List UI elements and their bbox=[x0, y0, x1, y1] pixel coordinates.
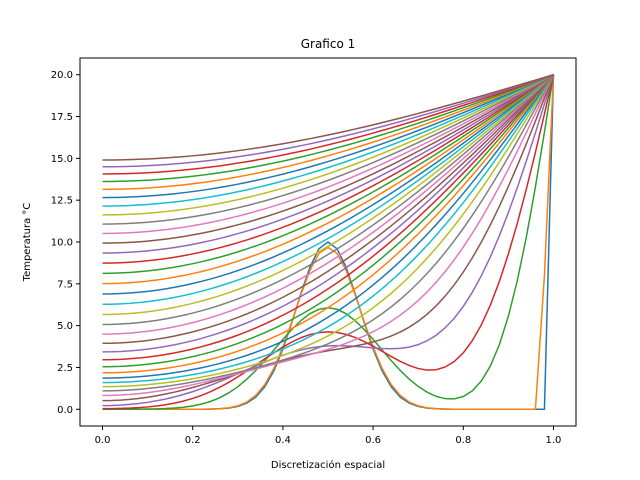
series-line bbox=[102, 74, 555, 397]
series-line bbox=[102, 74, 554, 191]
y-tick-label: 2.5 bbox=[57, 363, 73, 374]
x-tick-label: 0.8 bbox=[455, 435, 471, 446]
series-line bbox=[102, 74, 554, 216]
y-tick-label: 5.0 bbox=[57, 321, 73, 332]
series-line bbox=[102, 74, 555, 361]
series-line bbox=[102, 74, 554, 316]
series-line bbox=[102, 74, 554, 199]
x-axis-label: Discretización espacial bbox=[271, 459, 385, 471]
series-line bbox=[102, 74, 554, 235]
x-tick-label: 0.6 bbox=[365, 435, 381, 446]
series-line bbox=[102, 74, 555, 407]
chart-title: Grafico 1 bbox=[301, 37, 356, 51]
series-line bbox=[102, 74, 555, 374]
series-line bbox=[102, 74, 554, 161]
series-line bbox=[102, 74, 554, 254]
series-line bbox=[102, 74, 554, 183]
series-group bbox=[102, 74, 555, 411]
x-tick-label: 1.0 bbox=[546, 435, 562, 446]
x-tick-label: 0.2 bbox=[185, 435, 201, 446]
y-tick-label: 17.5 bbox=[51, 112, 73, 123]
series-line bbox=[102, 74, 554, 168]
series-line bbox=[102, 74, 554, 264]
y-tick-label: 0.0 bbox=[57, 405, 73, 416]
series-line bbox=[102, 74, 555, 384]
series-line bbox=[102, 74, 554, 295]
y-axis: 0.0 2.5 5.0 7.5 10.0 12.5 15.0 17.5 20.0 bbox=[51, 70, 80, 416]
y-tick-label: 12.5 bbox=[51, 196, 73, 207]
y-axis-label: Temperatura °C bbox=[22, 203, 33, 283]
series-line bbox=[102, 74, 554, 326]
y-tick-label: 15.0 bbox=[51, 154, 73, 165]
x-axis: 0.0 0.2 0.4 0.6 0.8 1.0 bbox=[95, 426, 562, 446]
series-line bbox=[102, 74, 555, 392]
y-tick-label: 10.0 bbox=[51, 238, 73, 249]
series-line bbox=[102, 74, 554, 285]
series-line bbox=[102, 74, 555, 411]
series-line bbox=[102, 74, 555, 388]
x-tick-label: 0.0 bbox=[95, 435, 111, 446]
series-line bbox=[102, 74, 554, 275]
series-line bbox=[102, 74, 555, 368]
y-tick-label: 20.0 bbox=[51, 70, 73, 81]
series-line bbox=[102, 74, 555, 411]
series-line bbox=[102, 74, 555, 402]
series-line bbox=[102, 74, 554, 244]
series-line bbox=[102, 74, 554, 345]
series-line bbox=[102, 74, 554, 175]
series-line bbox=[102, 74, 554, 207]
series-line bbox=[102, 74, 554, 335]
series-line bbox=[102, 74, 554, 306]
x-tick-label: 0.4 bbox=[275, 435, 291, 446]
y-tick-label: 7.5 bbox=[57, 279, 73, 290]
series-line bbox=[102, 74, 555, 410]
series-line bbox=[102, 74, 554, 353]
series-line bbox=[102, 74, 554, 225]
series-line bbox=[102, 74, 555, 379]
